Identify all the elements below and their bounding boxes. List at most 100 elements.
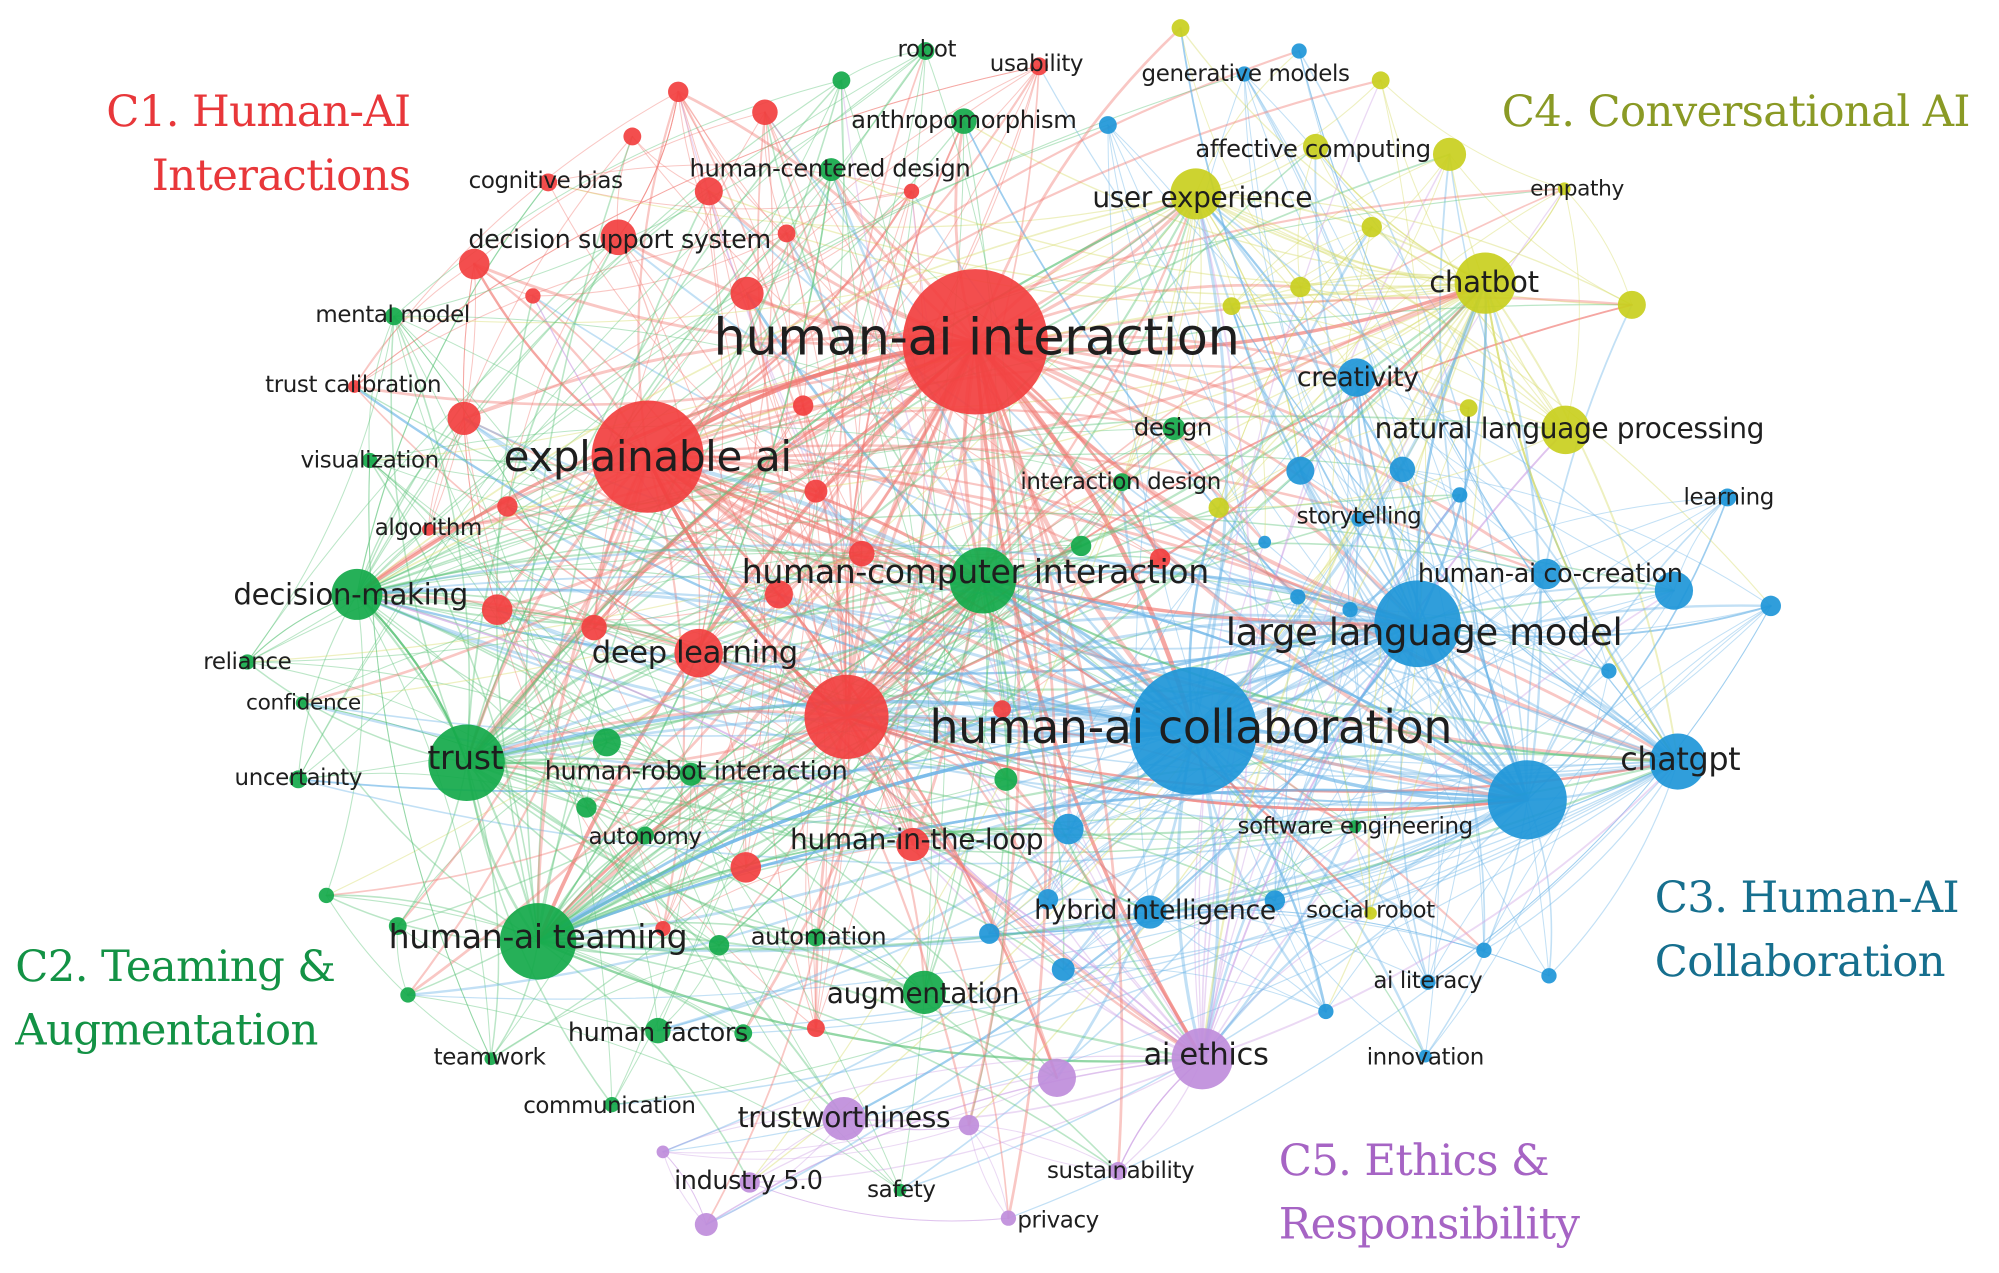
keyword-node-human-ai-co-creation[interactable] bbox=[1531, 558, 1562, 590]
keyword-node[interactable] bbox=[1222, 297, 1241, 316]
keyword-node[interactable] bbox=[1098, 116, 1117, 134]
keyword-node-empathy[interactable] bbox=[1557, 182, 1571, 196]
keyword-node-trustworthiness[interactable] bbox=[822, 1096, 866, 1141]
keyword-node-chatgpt[interactable] bbox=[1649, 733, 1706, 790]
keyword-node-human-centered-design[interactable] bbox=[819, 158, 843, 182]
keyword-node[interactable] bbox=[958, 1114, 980, 1136]
keyword-node[interactable] bbox=[1371, 71, 1390, 90]
keyword-node-explainable-ai[interactable] bbox=[591, 400, 704, 513]
keyword-node-algorithm[interactable] bbox=[421, 522, 435, 536]
keyword-node[interactable] bbox=[1286, 456, 1315, 485]
keyword-node-affective-computing[interactable] bbox=[1432, 137, 1467, 171]
keyword-node[interactable] bbox=[832, 71, 851, 90]
keyword-node[interactable] bbox=[458, 248, 490, 280]
keyword-node-natural-language-processing[interactable] bbox=[1541, 405, 1590, 455]
keyword-node-human-ai-teaming[interactable] bbox=[499, 903, 577, 980]
keyword-node-reliance[interactable] bbox=[239, 654, 255, 670]
keyword-node-usability[interactable] bbox=[1030, 57, 1048, 76]
keyword-node[interactable] bbox=[994, 767, 1018, 791]
keyword-node-storytelling[interactable] bbox=[1351, 511, 1367, 527]
keyword-node[interactable] bbox=[804, 479, 828, 503]
keyword-node-learning[interactable] bbox=[1718, 488, 1737, 507]
keyword-node-anthropomorphism[interactable] bbox=[951, 108, 977, 134]
keyword-node-communication[interactable] bbox=[604, 1096, 620, 1113]
keyword-node-visualization[interactable] bbox=[362, 452, 378, 469]
keyword-node[interactable] bbox=[1291, 43, 1307, 59]
keyword-node[interactable] bbox=[764, 580, 793, 609]
keyword-node-hybrid-intelligence[interactable] bbox=[1133, 895, 1167, 929]
keyword-node-human-ai-collaboration[interactable] bbox=[1129, 667, 1258, 795]
keyword-node[interactable] bbox=[1541, 968, 1557, 984]
keyword-node[interactable] bbox=[993, 700, 1011, 719]
keyword-node[interactable] bbox=[1476, 942, 1492, 958]
keyword-node[interactable] bbox=[734, 1024, 753, 1043]
keyword-node-ai-ethics[interactable] bbox=[1171, 1028, 1233, 1090]
keyword-node[interactable] bbox=[1290, 589, 1306, 605]
keyword-node[interactable] bbox=[1452, 487, 1468, 503]
keyword-node-decision-support-system[interactable] bbox=[600, 219, 637, 256]
keyword-node-software-engineering[interactable] bbox=[1348, 820, 1362, 833]
keyword-node[interactable] bbox=[792, 395, 814, 416]
keyword-node[interactable] bbox=[1318, 1003, 1334, 1020]
keyword-node[interactable] bbox=[1617, 290, 1646, 319]
keyword-node[interactable] bbox=[400, 987, 416, 1003]
keyword-node[interactable] bbox=[388, 917, 407, 935]
keyword-node[interactable] bbox=[1258, 535, 1272, 549]
keyword-node-industry-5-0[interactable] bbox=[739, 1172, 760, 1193]
keyword-node[interactable] bbox=[694, 177, 723, 206]
keyword-node[interactable] bbox=[1037, 1058, 1076, 1097]
keyword-node[interactable] bbox=[1208, 497, 1229, 518]
keyword-node-augmentation[interactable] bbox=[902, 970, 946, 1015]
keyword-node[interactable] bbox=[1342, 602, 1358, 618]
keyword-node[interactable] bbox=[318, 887, 335, 904]
keyword-node[interactable] bbox=[1053, 813, 1084, 845]
keyword-node[interactable] bbox=[1601, 663, 1617, 679]
keyword-node-uncertainty[interactable] bbox=[289, 770, 308, 789]
keyword-node[interactable] bbox=[1070, 535, 1092, 557]
keyword-node[interactable] bbox=[804, 674, 889, 759]
keyword-node-ai-literacy[interactable] bbox=[1420, 974, 1436, 990]
keyword-node[interactable] bbox=[752, 99, 778, 126]
keyword-node-sustainability[interactable] bbox=[1109, 1162, 1127, 1180]
keyword-node[interactable] bbox=[979, 923, 1000, 944]
keyword-node[interactable] bbox=[1264, 890, 1286, 911]
keyword-node[interactable] bbox=[1760, 595, 1781, 617]
keyword-node-autonomy[interactable] bbox=[636, 826, 655, 845]
keyword-node[interactable] bbox=[655, 920, 671, 937]
keyword-node-decision-making[interactable] bbox=[331, 568, 383, 620]
keyword-node[interactable] bbox=[592, 728, 621, 757]
keyword-node-generative-models[interactable] bbox=[1236, 66, 1252, 82]
keyword-node[interactable] bbox=[1290, 276, 1311, 298]
keyword-node[interactable] bbox=[903, 183, 920, 199]
keyword-node[interactable] bbox=[777, 224, 796, 243]
keyword-node[interactable] bbox=[581, 614, 607, 641]
keyword-node[interactable] bbox=[694, 1213, 718, 1237]
keyword-node[interactable] bbox=[1389, 456, 1416, 483]
keyword-node-social-robot[interactable] bbox=[1364, 906, 1377, 920]
keyword-node[interactable] bbox=[525, 288, 541, 304]
keyword-node[interactable] bbox=[1051, 957, 1075, 981]
keyword-node[interactable] bbox=[481, 594, 513, 626]
keyword-node[interactable] bbox=[730, 852, 762, 883]
keyword-node-deep-learning[interactable] bbox=[674, 628, 723, 678]
keyword-node[interactable] bbox=[623, 127, 642, 146]
keyword-node-trust-calibration[interactable] bbox=[348, 380, 361, 393]
keyword-node-mental-model[interactable] bbox=[385, 307, 403, 326]
keyword-node[interactable] bbox=[447, 401, 481, 435]
keyword-node-trust[interactable] bbox=[428, 724, 505, 802]
keyword-node-creativity[interactable] bbox=[1337, 358, 1376, 397]
keyword-node-safety[interactable] bbox=[893, 1183, 907, 1197]
keyword-node-human-computer-interaction[interactable] bbox=[949, 547, 1017, 614]
keyword-node[interactable] bbox=[576, 797, 597, 818]
keyword-node[interactable] bbox=[1037, 889, 1059, 910]
keyword-node-privacy[interactable] bbox=[1000, 1210, 1017, 1226]
keyword-node[interactable] bbox=[849, 540, 875, 567]
keyword-node[interactable] bbox=[1171, 19, 1190, 37]
keyword-node-human-factors[interactable] bbox=[645, 1017, 671, 1044]
keyword-node-interaction-design[interactable] bbox=[1112, 473, 1131, 492]
keyword-node[interactable] bbox=[1361, 216, 1382, 238]
keyword-node[interactable] bbox=[708, 934, 730, 956]
keyword-node-human-in-the-loop[interactable] bbox=[896, 827, 930, 861]
keyword-node-innovation[interactable] bbox=[1418, 1049, 1432, 1063]
keyword-node[interactable] bbox=[1302, 133, 1329, 160]
